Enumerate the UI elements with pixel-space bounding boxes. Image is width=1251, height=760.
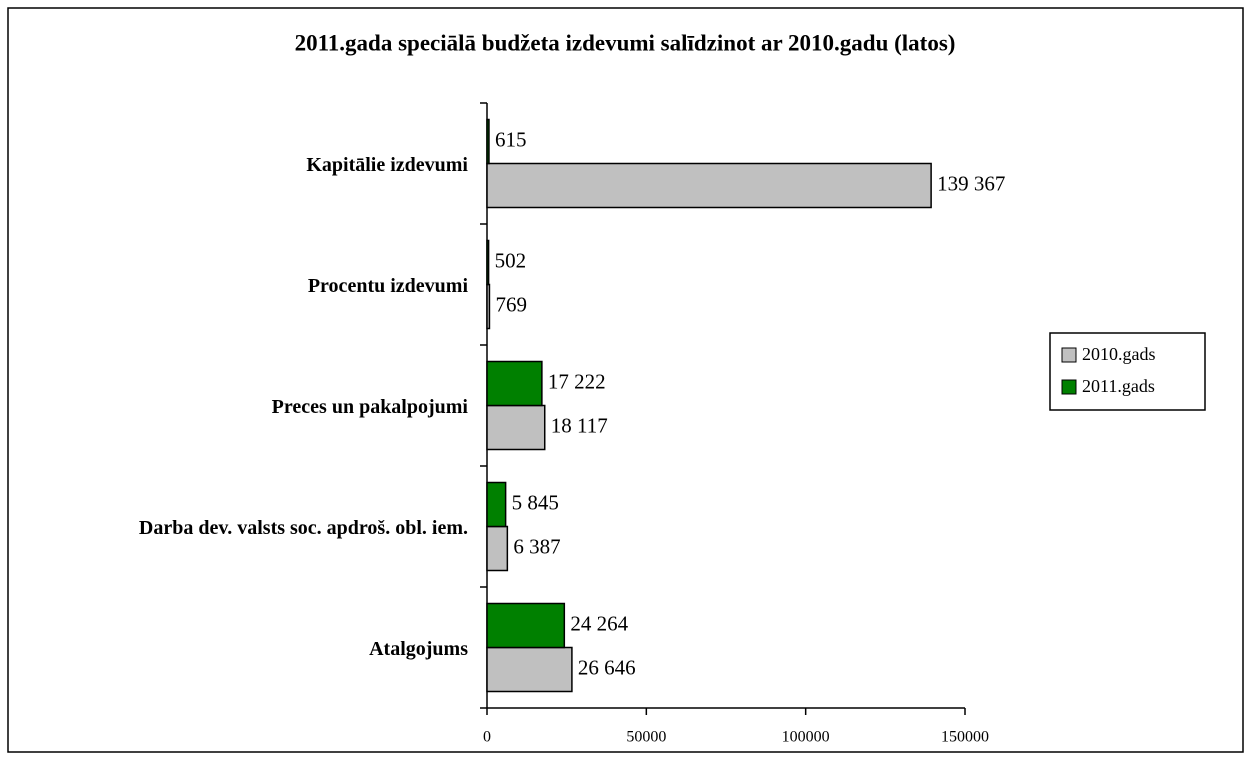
x-tick-label: 100000 (782, 729, 830, 746)
bar (486, 602, 566, 649)
bar (486, 283, 491, 330)
bar (486, 162, 932, 209)
bar (486, 239, 490, 286)
legend-label: 2011.gads (1082, 376, 1155, 396)
bar (486, 646, 573, 693)
value-label: 26 646 (578, 655, 636, 679)
value-label: 6 387 (513, 534, 560, 558)
legend-box (1049, 332, 1206, 411)
bar (486, 118, 490, 165)
legend-swatch (1061, 379, 1077, 395)
value-label: 17 222 (548, 369, 606, 393)
value-label: 769 (495, 292, 527, 316)
x-tick-label: 0 (483, 729, 491, 746)
category-label: Kapitālie izdevumi (306, 154, 468, 176)
value-label: 5 845 (512, 490, 559, 514)
bar (486, 360, 543, 407)
bar (486, 481, 507, 528)
legend-swatch (1061, 347, 1077, 363)
category-label: Darba dev. valsts soc. apdroš. obl. iem. (139, 517, 468, 539)
value-label: 615 (495, 127, 527, 151)
x-tick-label: 50000 (626, 729, 666, 746)
legend-label: 2010.gads (1082, 344, 1156, 364)
value-label: 139 367 (937, 171, 1005, 195)
category-label: Atalgojums (369, 638, 468, 660)
value-label: 24 264 (570, 611, 628, 635)
x-tick-label: 150000 (941, 729, 989, 746)
chart-frame (7, 7, 1244, 753)
value-label: 502 (495, 248, 527, 272)
bar (486, 525, 509, 572)
chart-title: 2011.gada speciālā budžeta izdevumi salī… (295, 30, 956, 55)
category-label: Preces un pakalpojumi (272, 396, 469, 418)
value-label: 18 117 (551, 413, 608, 437)
bar (486, 404, 546, 451)
category-label: Procentu izdevumi (308, 275, 469, 297)
